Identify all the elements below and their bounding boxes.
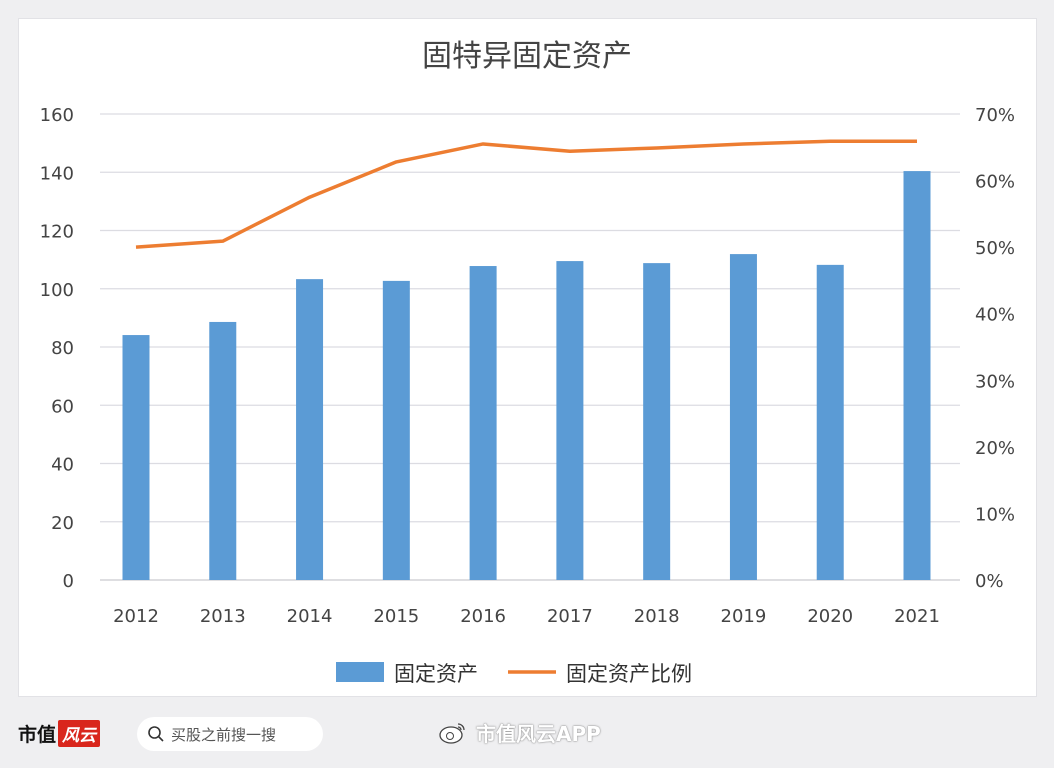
y-left-tick-label: 140	[40, 163, 74, 184]
legend-bar-swatch	[336, 662, 384, 682]
x-tick-label: 2013	[200, 606, 246, 627]
chart-panel	[18, 18, 1037, 697]
bar-2012	[122, 335, 150, 580]
chart: 固特异固定资产 0 20 40 60 80 100 120 140 160 0% 10% 20% 30% 4…	[40, 39, 1015, 686]
bar-2018	[643, 263, 671, 580]
bar-2013	[209, 321, 237, 580]
x-tick-label: 2018	[634, 606, 680, 627]
y-left-tick-label: 160	[40, 105, 74, 126]
bar-2014	[296, 279, 324, 580]
footer: 市值 风云 买股之前搜一搜 市值风云APP	[0, 700, 1054, 768]
bar-2021	[903, 171, 931, 580]
y-left-tick-label: 60	[51, 396, 74, 417]
bar-2019	[729, 254, 757, 580]
brand-logo-mark: 风云	[58, 720, 101, 747]
x-tick-label: 2017	[547, 606, 593, 627]
y-left-tick-label: 40	[51, 455, 74, 476]
y-right-tick-label: 0%	[975, 571, 1004, 592]
bar-2015	[382, 280, 410, 580]
y-left-tick-label: 120	[40, 222, 74, 243]
bar-2016	[469, 266, 497, 580]
legend-line-label: 固定资产比例	[566, 662, 692, 686]
y-right-tick-label: 40%	[975, 305, 1015, 326]
brand-text: 市值	[18, 724, 57, 746]
x-tick-label: 2015	[373, 606, 419, 627]
y-left-tick-label: 100	[40, 280, 74, 301]
app-watermark: 市值风云APP	[439, 718, 601, 747]
y-right-tick-label: 50%	[975, 238, 1015, 259]
brand-logo: 市值 风云	[18, 720, 101, 747]
weibo-icon	[439, 722, 465, 744]
x-tick-label: 2014	[287, 606, 333, 627]
y-right-tick-label: 70%	[975, 105, 1015, 126]
y-left-tick-label: 20	[51, 513, 74, 534]
bar-2020	[816, 264, 844, 580]
bar-2017	[556, 261, 584, 580]
x-tick-label: 2020	[807, 606, 853, 627]
y-left-tick-label: 80	[51, 338, 74, 359]
y-right-tick-label: 20%	[975, 438, 1015, 459]
y-right-tick-label: 60%	[975, 172, 1015, 193]
x-tick-label: 2021	[894, 606, 940, 627]
legend-bar-label: 固定资产	[394, 662, 478, 686]
x-tick-label: 2016	[460, 606, 506, 627]
y-right-tick-label: 30%	[975, 371, 1015, 392]
app-label: 市值风云APP	[476, 722, 601, 746]
chart-title: 固特异固定资产	[422, 39, 632, 74]
x-tick-label: 2012	[113, 606, 159, 627]
y-right-tick-label: 10%	[975, 504, 1015, 525]
x-tick-label: 2019	[721, 606, 767, 627]
search-placeholder: 买股之前搜一搜	[171, 725, 277, 744]
search-input[interactable]: 买股之前搜一搜	[137, 717, 323, 751]
search-icon	[148, 726, 164, 742]
y-left-tick-label: 0	[63, 571, 74, 592]
line-series	[135, 139, 917, 249]
